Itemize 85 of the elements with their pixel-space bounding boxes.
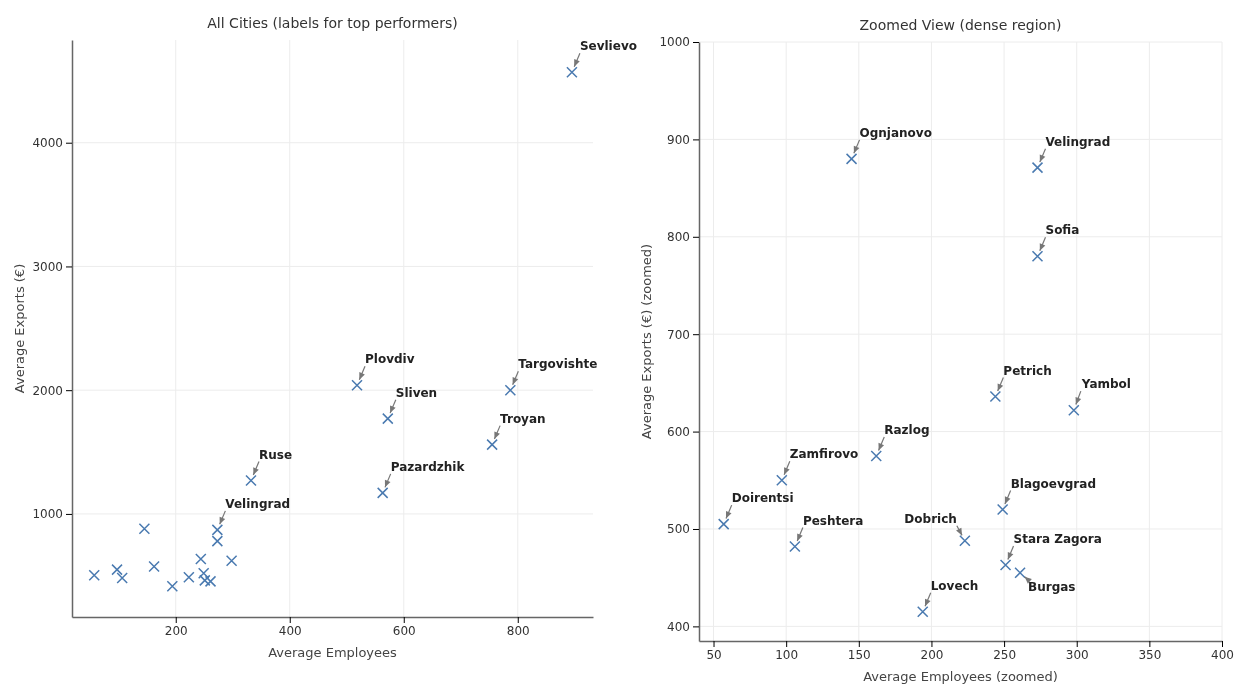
y-tick-label: 4000 (32, 136, 63, 151)
annotation: Dobrich (904, 511, 957, 526)
x-tick-label: 200 (920, 647, 944, 662)
point (916, 606, 929, 618)
x-tick-label: 400 (278, 623, 302, 638)
point (959, 534, 971, 547)
y-tick-label: 600 (667, 424, 690, 439)
y-axis-title: Average Exports (€) (zoomed) (639, 243, 654, 440)
point (88, 569, 100, 581)
point (566, 66, 578, 78)
y-tick-label: 3000 (32, 259, 63, 274)
y-tick-label: 700 (667, 327, 690, 342)
x-tick-label: 350 (1138, 647, 1162, 662)
annotation: Sevlievo (579, 39, 637, 54)
point (197, 567, 210, 580)
x-tick-label: 600 (392, 623, 416, 638)
annotation: Ognjanovo (859, 125, 932, 140)
point (1068, 404, 1080, 416)
point (245, 474, 257, 487)
x-tick-label: 300 (1065, 647, 1089, 662)
x-tick-label: 50 (706, 647, 722, 662)
point (138, 523, 151, 535)
point (225, 554, 238, 567)
point (211, 535, 224, 547)
x-tick-label: 100 (775, 647, 799, 662)
point (211, 524, 224, 536)
point (382, 412, 394, 425)
y-tick-label: 500 (667, 522, 690, 537)
x-axis-title: Average Employees (zoomed) (863, 669, 1058, 684)
annotation: Sofia (1045, 223, 1080, 238)
point (996, 503, 1009, 516)
annotation: Velingrad (1045, 134, 1111, 149)
point (504, 384, 517, 396)
point (717, 518, 730, 530)
annotation: Burgas (1028, 579, 1076, 594)
annotation: Velingrad (225, 496, 291, 511)
y-tick-label: 800 (667, 230, 690, 245)
y-tick-label: 900 (667, 132, 690, 147)
annotation: Peshtera (802, 513, 864, 528)
annotation: Plovdiv (365, 352, 415, 367)
point (351, 379, 363, 391)
annotation: Blagoevgrad (1010, 476, 1096, 491)
point (166, 580, 179, 593)
y-tick-label: 2000 (32, 383, 63, 398)
x-tick-label: 800 (506, 623, 530, 638)
point (989, 390, 1002, 403)
point (1031, 161, 1044, 174)
y-tick-label: 1000 (32, 507, 63, 522)
x-axis-title: Average Employees (268, 645, 398, 660)
point (376, 487, 389, 499)
point (204, 575, 217, 588)
annotation: Ruse (258, 447, 293, 462)
point (1014, 567, 1026, 579)
point (148, 560, 160, 573)
point (486, 438, 498, 451)
x-tick-label: 150 (847, 647, 871, 662)
point (183, 571, 195, 584)
point (116, 572, 128, 584)
y-tick-label: 1000 (659, 35, 690, 50)
annotation: Doirentsi (731, 491, 794, 506)
chart-title: Zoomed View (dense region) (859, 17, 1062, 33)
annotation: Petrich (1003, 363, 1052, 378)
point (1031, 250, 1044, 263)
x-tick-label: 400 (1211, 647, 1234, 662)
point (776, 474, 788, 487)
annotation: Yambol (1080, 377, 1131, 392)
point (199, 574, 211, 587)
point (195, 553, 207, 565)
annotation: Razlog (884, 422, 930, 437)
y-axis-title: Average Exports (€) (12, 263, 27, 394)
point (111, 563, 123, 576)
annotation: Targovishte (518, 357, 598, 372)
point (870, 450, 882, 462)
x-tick-label: 200 (164, 623, 188, 638)
annotation: Sliven (395, 385, 438, 400)
point (845, 153, 858, 165)
chart-title: All Cities (labels for top performers) (207, 15, 458, 31)
annotation: Lovech (930, 578, 979, 593)
x-tick-label: 250 (993, 647, 1017, 662)
point (999, 559, 1012, 571)
point (789, 540, 801, 553)
annotation: Stara Zagora (1013, 532, 1102, 547)
annotation: Zamfirovo (789, 447, 859, 462)
annotation: Troyan (500, 411, 546, 426)
annotation: Pazardzhik (390, 459, 466, 474)
